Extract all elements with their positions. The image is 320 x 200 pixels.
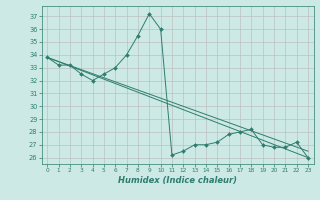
- X-axis label: Humidex (Indice chaleur): Humidex (Indice chaleur): [118, 176, 237, 185]
